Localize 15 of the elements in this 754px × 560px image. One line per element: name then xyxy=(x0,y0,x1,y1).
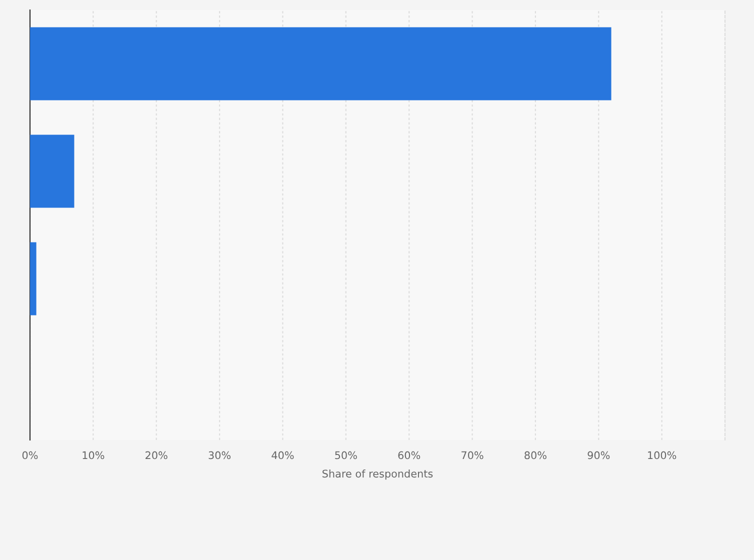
bar xyxy=(30,242,36,316)
x-tick-label: 100% xyxy=(648,451,676,460)
x-tick-label: 90% xyxy=(588,451,610,460)
x-tick-label: 80% xyxy=(524,451,546,460)
x-tick-label: 0% xyxy=(22,451,38,460)
x-tick-label: 50% xyxy=(335,451,357,460)
x-tick-label: 10% xyxy=(82,451,104,460)
x-tick-label: 60% xyxy=(398,451,420,460)
bar xyxy=(30,134,74,208)
bar xyxy=(30,27,612,100)
x-tick-label: 40% xyxy=(272,451,294,460)
x-axis-title: Share of respondents xyxy=(322,470,433,480)
x-tick-label: 20% xyxy=(146,451,168,460)
x-tick-label: 70% xyxy=(462,451,484,460)
x-tick-label: 30% xyxy=(208,451,231,460)
